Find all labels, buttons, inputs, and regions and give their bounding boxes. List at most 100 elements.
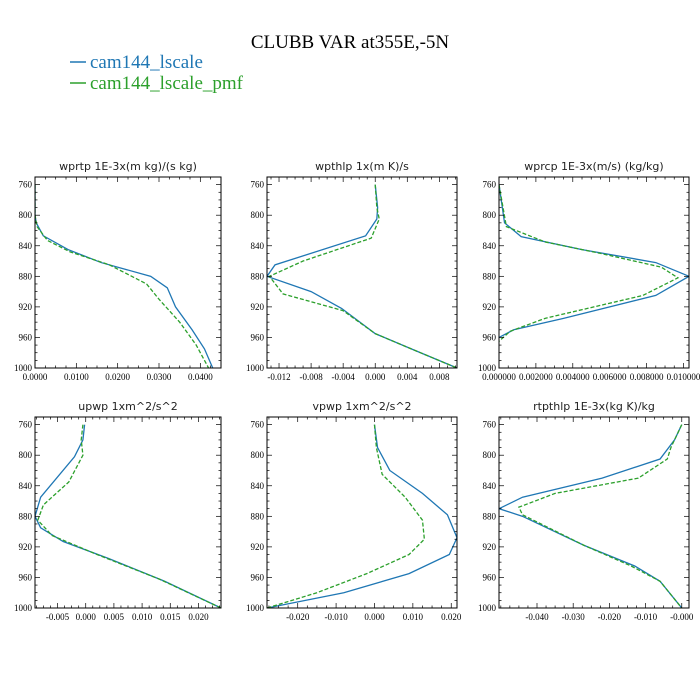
- x-tick-label: -0.012: [267, 372, 290, 382]
- y-tick-label: 1000: [478, 363, 497, 373]
- x-tick-label: 0.000: [365, 372, 386, 382]
- y-tick-label: 960: [251, 332, 265, 342]
- plot-frame: [498, 416, 690, 609]
- y-tick-label: 960: [19, 572, 33, 582]
- y-tick-label: 800: [483, 450, 497, 460]
- panel-title: rtpthlp 1E-3x(kg K)/kg: [533, 400, 655, 413]
- series-line-lscale: [267, 424, 457, 608]
- y-tick-label: 960: [251, 572, 265, 582]
- series-line-lscale-pmf: [35, 184, 210, 368]
- y-tick-label: 920: [483, 302, 497, 312]
- x-tick-label: -0.004: [332, 372, 356, 382]
- panel-6: rtpthlp 1E-3x(kg K)/kg 760 800 840 880 920 960…: [478, 400, 694, 622]
- x-tick-label: -0.030: [562, 612, 586, 622]
- y-tick-label: 760: [19, 180, 33, 190]
- series-line-lscale-pmf: [518, 424, 683, 608]
- x-tick-label: -0.010: [324, 612, 348, 622]
- y-tick-label: 880: [251, 511, 265, 521]
- x-tick-label: -0.010: [634, 612, 658, 622]
- y-tick-label: 840: [19, 241, 33, 251]
- series-line-lscale: [35, 424, 221, 608]
- y-tick-label: 1000: [246, 363, 265, 373]
- y-tick-label: 960: [19, 332, 33, 342]
- panel-title: wprcp 1E-3x(m/s) (kg/kg): [524, 160, 663, 173]
- x-tick-label: 0.008: [429, 372, 450, 382]
- x-tick-label: 0.020: [441, 612, 462, 622]
- y-tick-label: 920: [483, 542, 497, 552]
- plot-frame: [266, 416, 458, 609]
- plot-frame: [266, 176, 458, 369]
- figure-title: CLUBB VAR at355E,-5N: [251, 32, 450, 53]
- panel-title: vpwp 1xm^2/s^2: [312, 400, 411, 413]
- legend: cam144_lscale cam144_lscale_pmf: [70, 52, 244, 94]
- x-tick-label: 0.008000: [630, 372, 664, 382]
- x-tick-label: 0.000: [364, 612, 385, 622]
- series-line-lscale: [267, 184, 457, 368]
- x-tick-label: 0.0400: [188, 372, 213, 382]
- x-tick-label: 0.0300: [147, 372, 172, 382]
- y-tick-label: 1000: [246, 603, 265, 613]
- x-tick-label: 0.0200: [105, 372, 130, 382]
- series-line-lscale-pmf: [268, 184, 457, 368]
- x-tick-label: 0.004: [397, 372, 418, 382]
- y-tick-label: 920: [251, 302, 265, 312]
- panels: wprtp 1E-3x(m kg)/(s kg) 760 800 840 880 920 9…: [14, 160, 700, 622]
- y-tick-label: 800: [19, 210, 33, 220]
- x-tick-label: -0.020: [598, 612, 622, 622]
- y-tick-label: 840: [483, 481, 497, 491]
- y-tick-label: 800: [19, 450, 33, 460]
- panel-5: vpwp 1xm^2/s^2 760 800 840 880 920 960 1000 -0.0…: [246, 400, 462, 622]
- series-line-lscale: [35, 184, 214, 368]
- y-tick-label: 880: [483, 271, 497, 281]
- y-tick-label: 800: [483, 210, 497, 220]
- panel-4: upwp 1xm^2/s^2 760 800 840 880 920 960 1000 -0.0…: [14, 400, 222, 622]
- series-line-lscale: [499, 184, 689, 339]
- x-tick-label: -0.005: [46, 612, 70, 622]
- plot-frame: [34, 416, 222, 609]
- y-tick-label: 760: [483, 180, 497, 190]
- panel-title: wprtp 1E-3x(m kg)/(s kg): [59, 160, 197, 173]
- y-tick-label: 800: [251, 210, 265, 220]
- x-tick-label: 0.0100: [64, 372, 89, 382]
- panel-1: wprtp 1E-3x(m kg)/(s kg) 760 800 840 880 920 9…: [14, 160, 222, 382]
- x-tick-label: -0.040: [525, 612, 549, 622]
- y-tick-label: 1000: [14, 363, 33, 373]
- y-tick-label: 760: [19, 420, 33, 430]
- x-tick-label: 0.020: [188, 612, 209, 622]
- y-tick-label: 760: [251, 180, 265, 190]
- y-tick-label: 880: [19, 271, 33, 281]
- plot-frame: [498, 176, 690, 369]
- x-tick-label: 0.004000: [556, 372, 590, 382]
- x-tick-label: 0.010: [132, 612, 153, 622]
- series-line-lscale-pmf: [499, 184, 680, 342]
- x-tick-label: 0.005: [104, 612, 125, 622]
- y-tick-label: 1000: [478, 603, 497, 613]
- y-tick-label: 920: [19, 302, 33, 312]
- y-tick-label: 800: [251, 450, 265, 460]
- x-tick-label: 0.015: [160, 612, 181, 622]
- y-tick-label: 840: [251, 241, 265, 251]
- x-tick-label: 0.010: [403, 612, 424, 622]
- series-line-lscale: [499, 424, 683, 608]
- x-tick-label: 0.010000: [667, 372, 700, 382]
- x-tick-label: -0.008: [299, 372, 323, 382]
- x-tick-label: -0.020: [286, 612, 310, 622]
- series-line-lscale-pmf: [37, 424, 221, 608]
- plot-frame: [34, 176, 222, 369]
- y-tick-label: 920: [19, 542, 33, 552]
- x-tick-label: 0.0000: [23, 372, 48, 382]
- series-line-lscale-pmf: [267, 424, 426, 608]
- y-tick-label: 880: [19, 511, 33, 521]
- panel-3: wprcp 1E-3x(m/s) (kg/kg) 760 800 840 880 920 9…: [478, 160, 700, 382]
- legend-label-lscale: cam144_lscale: [90, 52, 203, 73]
- y-tick-label: 840: [251, 481, 265, 491]
- y-tick-label: 840: [19, 481, 33, 491]
- y-tick-label: 760: [483, 420, 497, 430]
- panel-title: wpthlp 1x(m K)/s: [315, 160, 409, 173]
- panel-2: wpthlp 1x(m K)/s7608008408809209601000-0…: [246, 160, 458, 382]
- x-tick-label: 0.000: [76, 612, 97, 622]
- y-tick-label: 880: [483, 511, 497, 521]
- y-tick-label: 880: [251, 271, 265, 281]
- legend-label-lscale-pmf: cam144_lscale_pmf: [90, 73, 244, 94]
